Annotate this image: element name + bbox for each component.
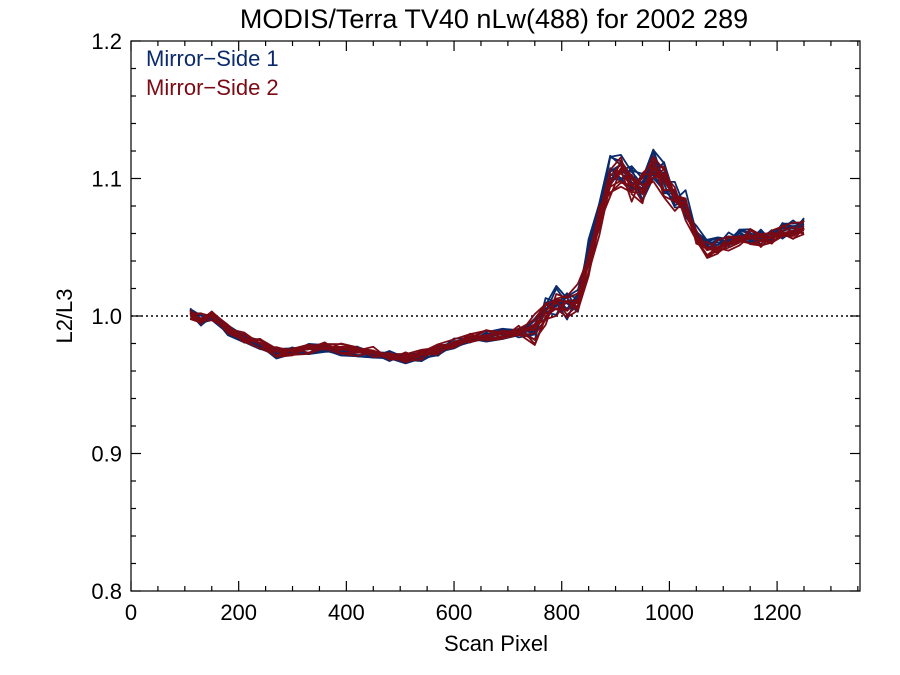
y-tick-label: 1.1 bbox=[91, 167, 122, 192]
x-axis-title: Scan Pixel bbox=[444, 631, 548, 656]
y-tick-label: 0.9 bbox=[91, 442, 122, 467]
legend-item-mirror-side-2: Mirror−Side 2 bbox=[146, 75, 279, 100]
chart-title: MODIS/Terra TV40 nLw(488) for 2002 289 bbox=[240, 4, 748, 34]
y-tick-label: 0.8 bbox=[91, 579, 122, 604]
plot-frame bbox=[130, 40, 861, 592]
legend-item-mirror-side-1: Mirror−Side 1 bbox=[146, 46, 279, 71]
x-tick-label: 200 bbox=[220, 600, 257, 625]
x-tick-label: 800 bbox=[543, 600, 580, 625]
series-layer bbox=[189, 148, 805, 365]
x-tick-label: 400 bbox=[328, 600, 365, 625]
axis-ticks bbox=[130, 40, 860, 592]
x-tick-label: 600 bbox=[436, 600, 473, 625]
series-2-line bbox=[189, 165, 805, 359]
series-2-scan-line bbox=[189, 165, 805, 358]
series-2 bbox=[189, 155, 805, 364]
y-tick-label: 1.2 bbox=[91, 29, 122, 54]
axis-tick-labels: 0 200 400 600 800 1000 1200 0.8 0.9 1.0 1.1 1.2 bbox=[91, 29, 801, 625]
x-tick-label: 0 bbox=[125, 600, 137, 625]
plot-border bbox=[130, 40, 861, 592]
series-2-scan-line bbox=[190, 159, 805, 361]
y-axis-title: L2/L3 bbox=[52, 288, 77, 343]
y-tick-label: 1.0 bbox=[91, 304, 122, 329]
x-tick-label: 1200 bbox=[753, 600, 802, 625]
series-2-scan-line bbox=[189, 155, 805, 361]
legend: Mirror−Side 1 Mirror−Side 2 bbox=[146, 46, 279, 100]
x-tick-label: 1000 bbox=[645, 600, 694, 625]
